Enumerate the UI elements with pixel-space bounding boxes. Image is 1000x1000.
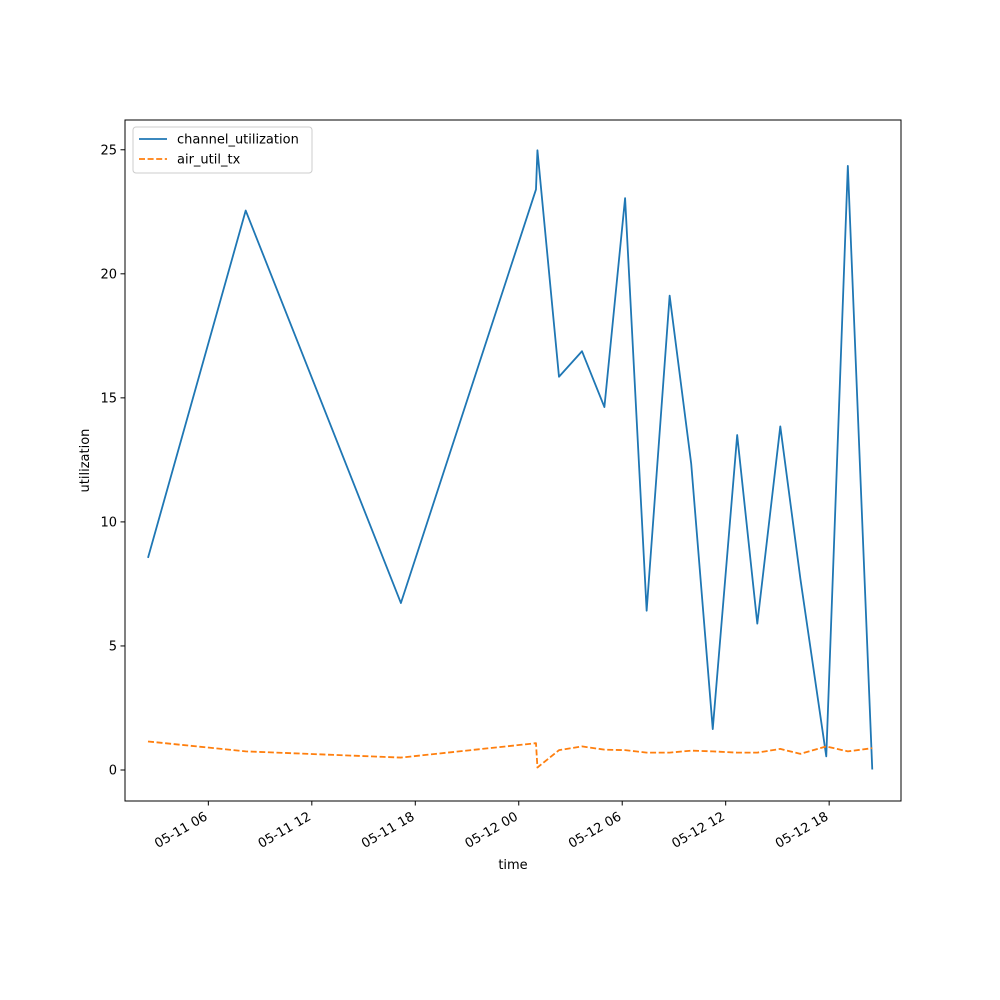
series-line-channel-utilization xyxy=(147,149,874,770)
series-line-air-util-tx xyxy=(147,740,873,769)
x-axis-label: time xyxy=(498,858,527,873)
x-axis-ticks: 05-11 06 05-11 12 05-11 18 05-12 00 05-12 06… xyxy=(152,801,831,852)
x-tick-label: 05-12 18 xyxy=(773,809,831,851)
y-axis-label: utilization xyxy=(78,429,93,493)
y-axis-ticks: 0 5 10 15 20 25 xyxy=(100,143,125,778)
y-tick-label: 5 xyxy=(109,639,117,654)
x-tick-label: 05-12 00 xyxy=(463,809,521,851)
legend-label: channel_utilization xyxy=(177,133,299,148)
series-layer xyxy=(147,149,874,770)
x-tick-label: 05-12 06 xyxy=(566,809,624,851)
x-tick-label: 05-11 18 xyxy=(359,809,417,851)
y-tick-label: 25 xyxy=(100,143,117,158)
y-tick-label: 0 xyxy=(109,763,117,778)
legend: channel_utilization air_util_tx xyxy=(132,126,313,174)
y-tick-label: 20 xyxy=(100,267,117,282)
x-tick-label: 05-11 12 xyxy=(256,809,314,851)
axes-frame xyxy=(124,119,902,802)
y-tick-label: 15 xyxy=(100,391,117,406)
legend-box xyxy=(132,126,313,174)
legend-label: air_util_tx xyxy=(177,153,241,168)
y-tick-label: 10 xyxy=(100,515,117,530)
x-tick-label: 05-11 06 xyxy=(152,809,210,851)
x-tick-label: 05-12 12 xyxy=(670,809,728,851)
